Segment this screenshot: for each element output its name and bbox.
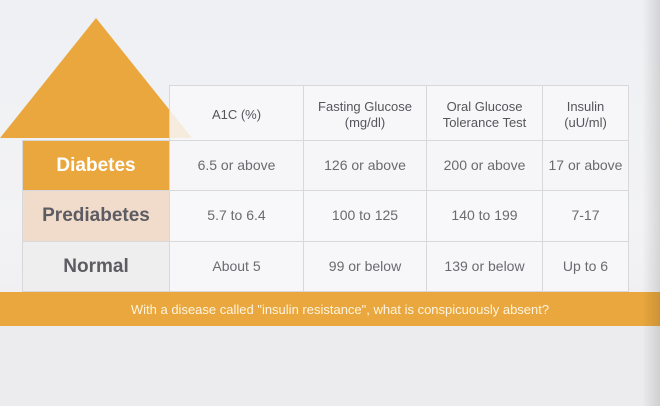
cell-fasting: 126 or above <box>303 140 427 191</box>
cell-insulin: 17 or above <box>542 140 629 191</box>
row-label-normal: Normal <box>22 241 170 292</box>
header-insulin-line1: Insulin <box>566 98 605 114</box>
row-label-diabetes: Diabetes <box>22 140 170 191</box>
cell-fasting: 100 to 125 <box>303 190 427 242</box>
table-row: Diabetes 6.5 or above 126 or above 200 o… <box>22 140 629 191</box>
screen-edge-shadow <box>642 0 660 406</box>
table-row: Prediabetes 5.7 to 6.4 100 to 125 140 to… <box>22 190 629 242</box>
slide-footer-area <box>0 326 660 406</box>
header-ogtt-line1: Oral Glucose <box>446 98 523 114</box>
diabetes-criteria-table: A1C (%) Fasting Glucose (mg/dl) Oral Glu… <box>22 85 629 292</box>
header-fasting-line1: Fasting Glucose <box>318 98 412 114</box>
cell-ogtt: 139 or below <box>426 241 543 292</box>
header-ogtt: Oral Glucose Tolerance Test <box>426 85 543 141</box>
header-fasting-glucose: Fasting Glucose (mg/dl) <box>303 85 427 141</box>
row-label-prediabetes: Prediabetes <box>22 190 170 242</box>
cell-ogtt: 140 to 199 <box>426 190 543 242</box>
table-header-row: A1C (%) Fasting Glucose (mg/dl) Oral Glu… <box>23 85 629 141</box>
cell-a1c: 6.5 or above <box>169 140 304 191</box>
cell-fasting: 99 or below <box>303 241 427 292</box>
cell-ogtt: 200 or above <box>426 140 543 191</box>
cell-a1c: About 5 <box>169 241 304 292</box>
banner-text: With a disease called "insulin resistanc… <box>130 301 550 317</box>
header-a1c-line1: A1C (%) <box>211 106 262 122</box>
question-banner: With a disease called "insulin resistanc… <box>0 292 660 326</box>
table-row: Normal About 5 99 or below 139 or below … <box>22 241 629 292</box>
header-a1c: A1C (%) <box>169 85 304 141</box>
header-fasting-line2: (mg/dl) <box>344 115 386 130</box>
cell-a1c: 5.7 to 6.4 <box>169 190 304 242</box>
cell-insulin: Up to 6 <box>542 241 629 292</box>
header-insulin: Insulin (uU/ml) <box>542 85 629 141</box>
header-insulin-line2: (uU/ml) <box>564 115 607 130</box>
header-ogtt-line2: Tolerance Test <box>442 115 527 130</box>
cell-insulin: 7-17 <box>542 190 629 242</box>
header-blank-cell <box>23 86 170 141</box>
